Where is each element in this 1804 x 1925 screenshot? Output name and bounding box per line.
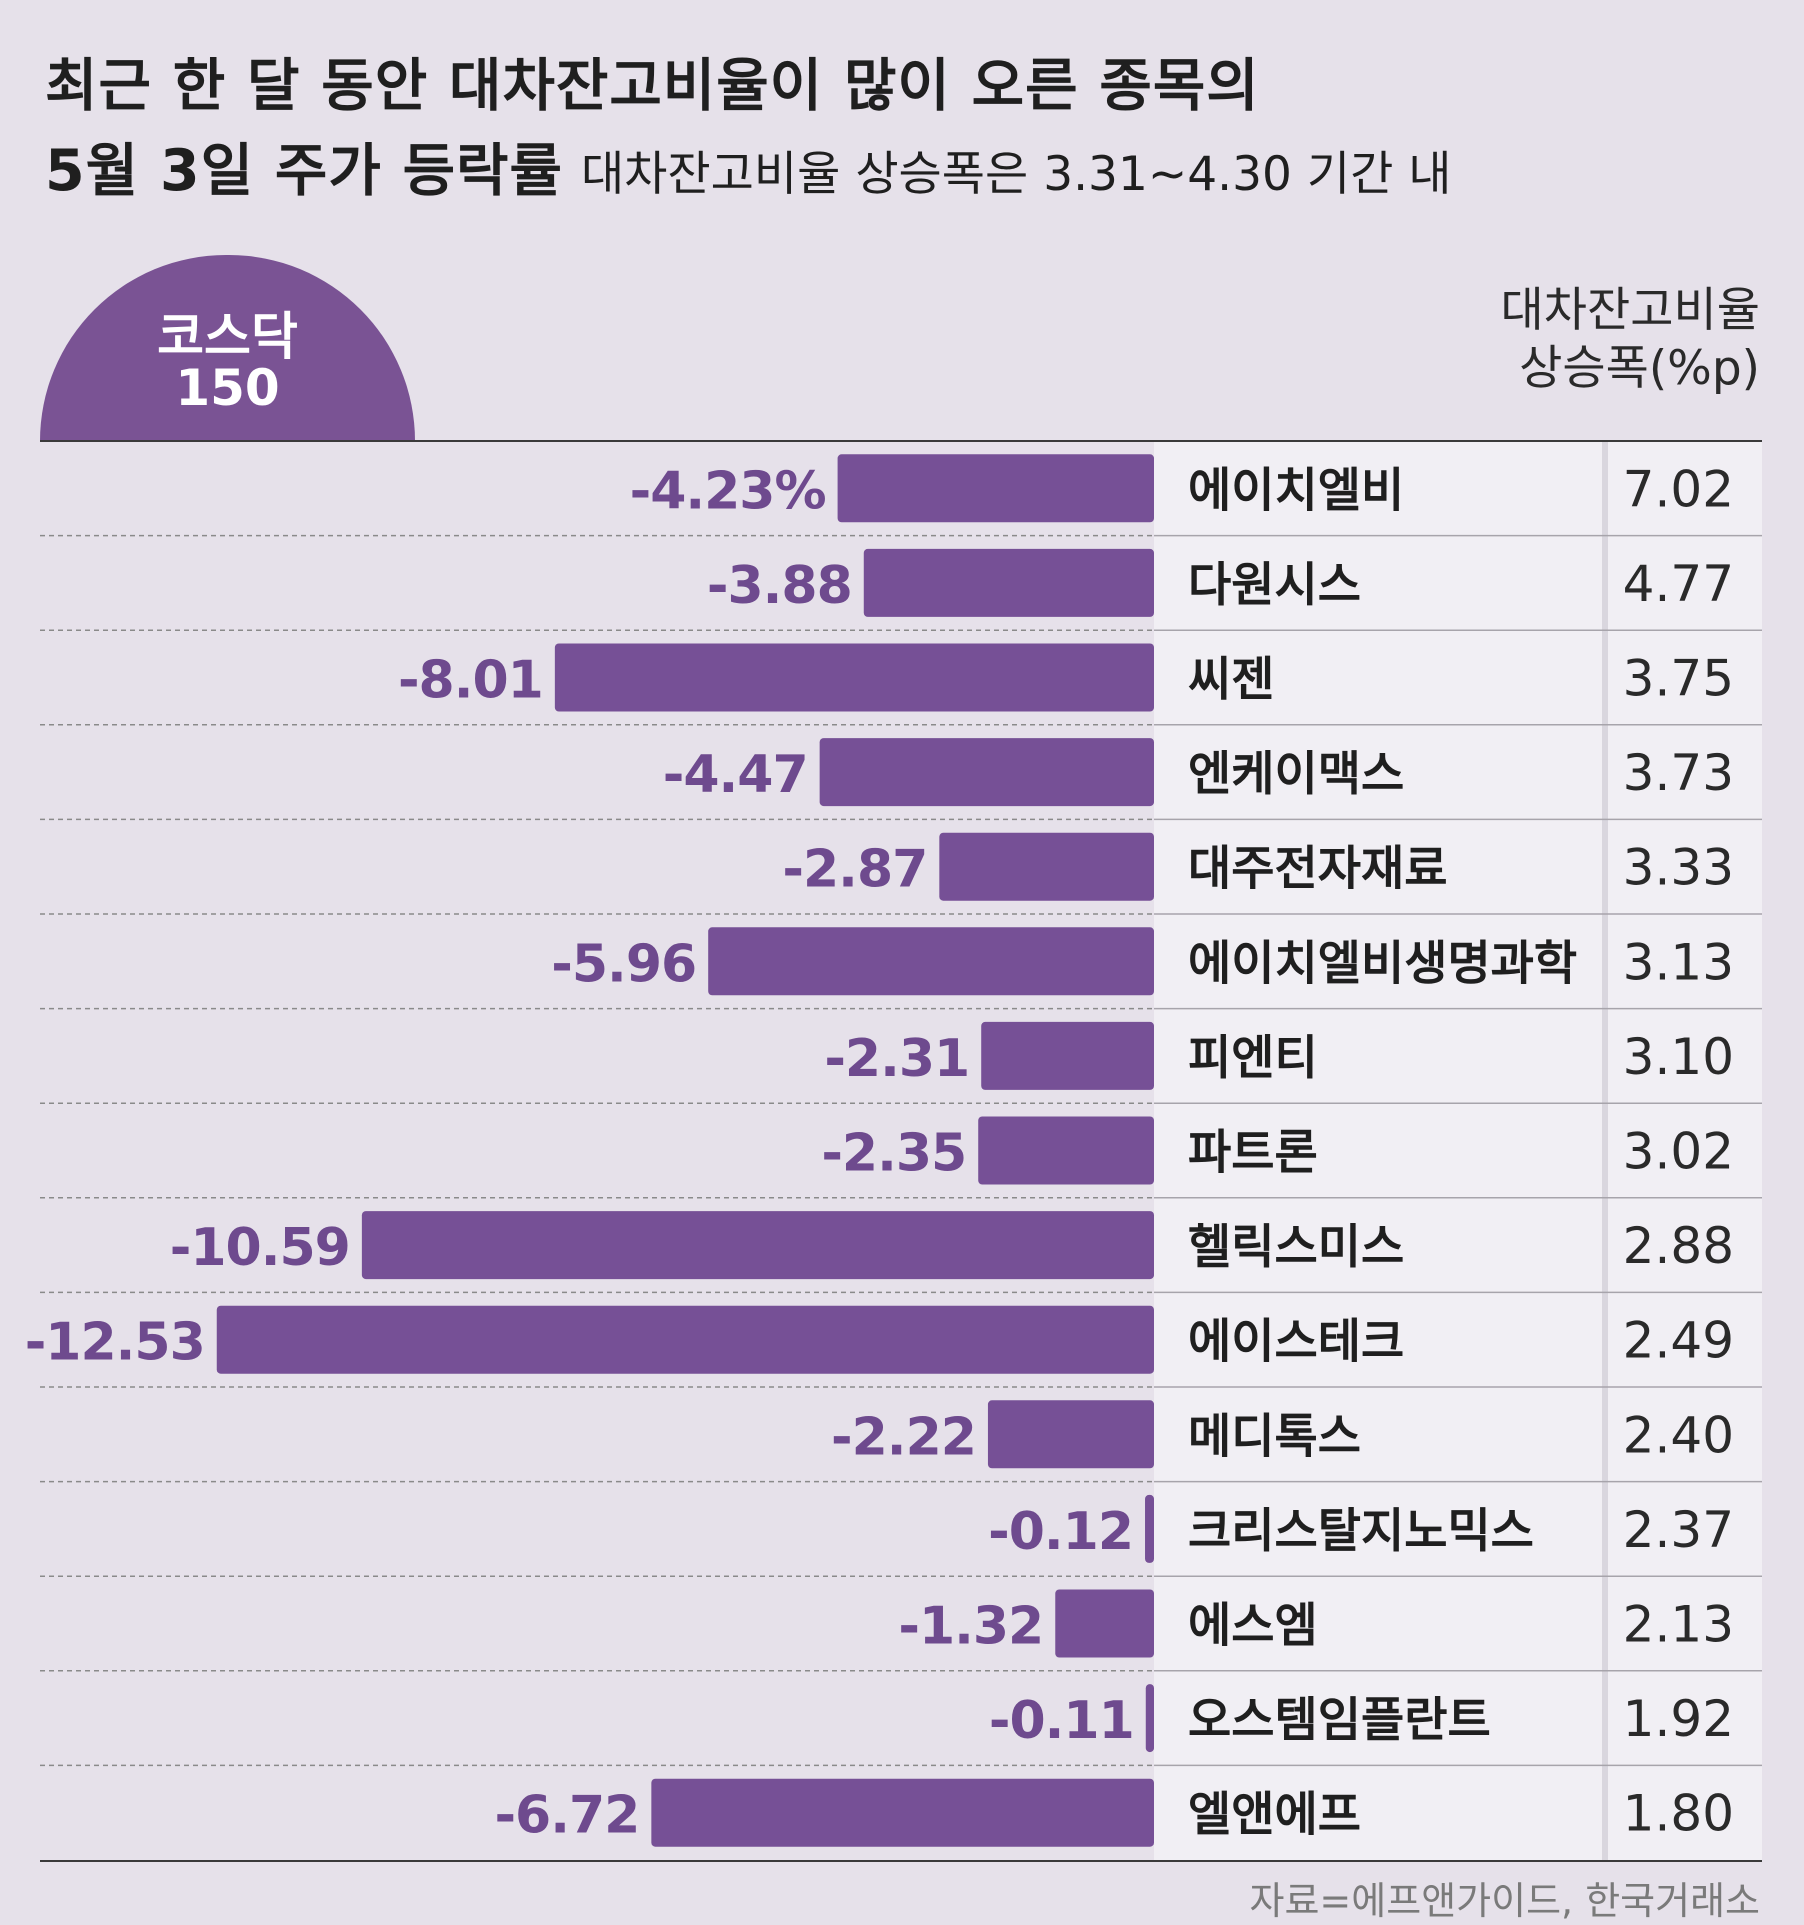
bar: [708, 927, 1154, 996]
top-rule: [40, 440, 1762, 442]
bar-value-label: -2.31: [824, 1029, 969, 1089]
bottom-rule: [40, 1860, 1762, 1862]
stock-name-label: 에이치엘비생명과학: [1188, 936, 1577, 991]
bar: [361, 1211, 1154, 1280]
bar: [981, 1021, 1154, 1090]
stock-name-label: 크리스탈지노믹스: [1188, 1504, 1534, 1559]
lending-ratio-value: 3.10: [1623, 1028, 1734, 1086]
chart-title-line-1: 최근 한 달 동안 대차잔고비율이 많이 오른 종목의: [45, 53, 1260, 119]
bar: [1055, 1589, 1154, 1658]
stock-name-label: 엔케이맥스: [1188, 747, 1404, 802]
bar-value-label: -1.32: [898, 1597, 1043, 1657]
bar-value-label: -12.53: [25, 1313, 205, 1373]
bar-value-label: -2.22: [831, 1407, 976, 1467]
bar: [1145, 1684, 1154, 1753]
bar-value-label: -8.01: [398, 651, 543, 711]
bar-value-label: -10.59: [170, 1218, 350, 1278]
lending-ratio-value: 2.40: [1623, 1406, 1734, 1464]
lending-ratio-value: 1.92: [1623, 1690, 1734, 1748]
bar: [939, 832, 1154, 901]
source-note: 자료=에프앤가이드, 한국거래소: [1249, 1879, 1760, 1923]
lending-ratio-value: 3.13: [1623, 933, 1734, 991]
stock-name-label: 다원시스: [1188, 558, 1361, 613]
market-number: 150: [175, 359, 280, 417]
lending-ratio-value: 2.88: [1623, 1217, 1734, 1275]
bar: [863, 548, 1154, 617]
lending-ratio-value: 7.02: [1623, 460, 1734, 518]
stock-name-label: 피엔티: [1188, 1031, 1318, 1086]
column-separator: [1602, 441, 1608, 1861]
bar: [651, 1778, 1154, 1847]
chart-title-line-2: 5월 3일 주가 등락률 대차잔고비율 상승폭은 3.31~4.30 기간 내: [45, 125, 1452, 207]
bar: [987, 1400, 1154, 1469]
lending-ratio-value: 3.75: [1623, 650, 1734, 708]
bar: [837, 454, 1154, 523]
lending-ratio-value: 4.77: [1623, 555, 1734, 613]
stock-name-label: 엘앤에프: [1188, 1788, 1361, 1843]
bar-value-label: -2.35: [821, 1124, 966, 1184]
bar: [216, 1305, 1155, 1374]
stock-name-label: 오스템임플란트: [1188, 1693, 1491, 1748]
bar-value-label: -2.87: [782, 840, 927, 900]
lending-ratio-value: 1.80: [1623, 1785, 1734, 1843]
lending-ratio-value: 3.33: [1623, 839, 1734, 897]
bar-value-label: -4.23%: [630, 461, 826, 521]
stock-name-label: 대주전자재료: [1188, 842, 1447, 897]
stock-name-label: 에이치엘비: [1188, 463, 1404, 518]
lending-ratio-value: 3.73: [1623, 744, 1734, 802]
lending-ratio-value: 3.02: [1623, 1123, 1734, 1181]
bar-value-label: -6.72: [494, 1786, 639, 1846]
table-panel: [1154, 441, 1762, 1861]
chart-subtitle: 대차잔고비율 상승폭은 3.31~4.30 기간 내: [580, 147, 1452, 202]
market-name: 코스닥: [157, 308, 298, 367]
lending-ratio-value: 2.37: [1623, 1501, 1734, 1559]
bar: [978, 1116, 1154, 1185]
stock-name-label: 씨젠: [1188, 653, 1274, 708]
stock-name-label: 에이스테크: [1188, 1315, 1404, 1370]
stock-name-label: 파트론: [1188, 1126, 1318, 1181]
bar-value-label: -0.11: [989, 1691, 1134, 1751]
bar-value-label: -5.96: [551, 934, 696, 994]
bar: [819, 738, 1154, 807]
bar-value-label: -4.47: [663, 745, 808, 805]
lending-ratio-value: 2.13: [1623, 1596, 1734, 1654]
chart-title-main: 5월 3일 주가 등락률: [45, 138, 563, 204]
column-header-line-2: 상승폭(%p): [1519, 341, 1760, 396]
bar-value-label: -0.12: [988, 1502, 1133, 1562]
lending-ratio-value: 2.49: [1623, 1312, 1734, 1370]
stock-name-label: 에스엠: [1188, 1599, 1318, 1654]
stock-name-label: 헬릭스미스: [1188, 1220, 1404, 1275]
bar: [554, 643, 1154, 712]
column-header-line-1: 대차잔고비율: [1500, 283, 1760, 338]
bar: [1145, 1494, 1154, 1563]
stock-name-label: 메디톡스: [1188, 1409, 1361, 1464]
bar-value-label: -3.88: [707, 556, 852, 616]
column-header: 대차잔고비율 상승폭(%p): [1501, 282, 1760, 398]
